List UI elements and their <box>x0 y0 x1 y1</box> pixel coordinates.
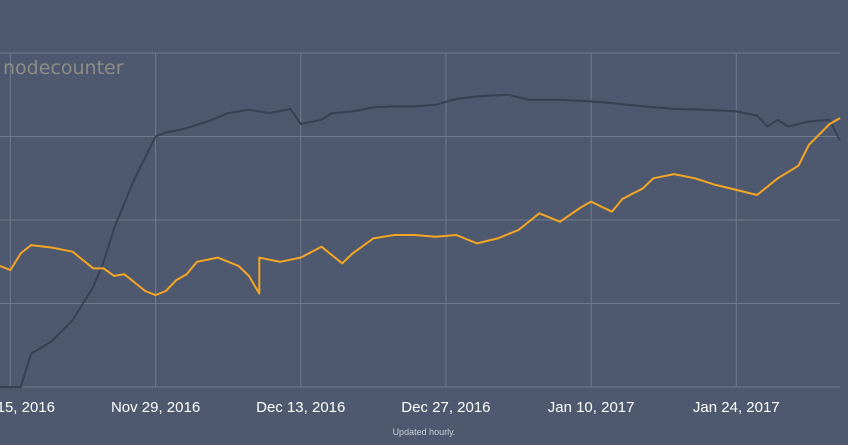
x-tick-label: Nov 15, 2016 <box>0 399 55 416</box>
series-group <box>0 93 841 388</box>
gridlines <box>0 52 840 388</box>
footer-note: Updated hourly. <box>392 427 456 437</box>
series-line-1 <box>0 117 841 297</box>
x-tick-label: Dec 27, 2016 <box>401 399 490 416</box>
nodecounter-logo: nodecounter <box>3 57 124 79</box>
x-tick-label: Jan 10, 2017 <box>548 399 635 416</box>
x-axis-ticks: Nov 15, 2016 Nov 29, 2016 Dec 13, 2016 Dec … <box>0 399 780 416</box>
x-tick-label: Dec 13, 2016 <box>256 399 345 416</box>
x-tick-label: Jan 24, 2017 <box>693 399 780 416</box>
x-tick-label: Nov 29, 2016 <box>111 399 200 416</box>
series-line-0 <box>0 93 841 388</box>
